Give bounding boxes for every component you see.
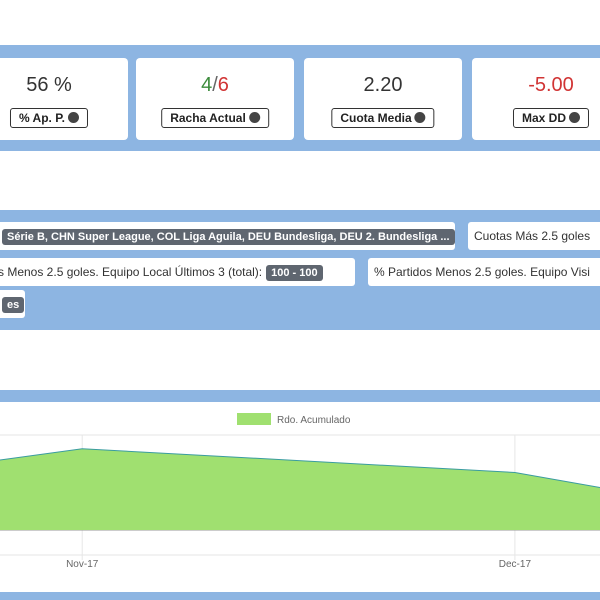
filter-badge: es <box>2 297 25 313</box>
filter-chip[interactable]: es <box>0 290 25 318</box>
filter-chip[interactable]: Cuotas Más 2.5 goles <box>468 222 600 250</box>
stat-card: 56 % % Ap. P. <box>0 58 128 140</box>
stat-card: 4/6 Racha Actual <box>136 58 294 140</box>
x-tick-label: Nov-17 <box>66 559 99 570</box>
stat-value: 4/6 <box>136 74 294 97</box>
filter-chip[interactable]: % Partidos Menos 2.5 goles. Equipo Visi <box>368 258 600 286</box>
stat-label: Max DD <box>521 111 567 125</box>
stat-value: 2.20 <box>363 74 403 96</box>
filter-badge: 100 - 100 <box>266 265 323 281</box>
stat-label: Cuota Media <box>340 111 412 125</box>
stat-value-part: 4 <box>201 74 213 96</box>
line <box>0 448 600 488</box>
chart: Nov-17 Dec-17 Rdo. Acumulado <box>0 402 600 592</box>
stat-card: -5.00 Max DD <box>472 58 600 140</box>
x-tick-label: Dec-17 <box>499 559 532 570</box>
stat-value: 56 % <box>26 74 72 96</box>
info-icon <box>68 112 80 123</box>
info-icon <box>414 112 426 123</box>
stat-value-part: 6 <box>217 74 229 96</box>
stat-value-part: / <box>212 74 218 96</box>
stat-card: 2.20 Cuota Media <box>304 58 462 140</box>
legend-swatch <box>237 413 271 425</box>
info-icon <box>569 112 581 123</box>
stat-button[interactable]: Racha Actual <box>161 108 269 128</box>
filter-text: % Partidos Menos 2.5 goles. Equipo Visi <box>374 265 590 279</box>
stat-button[interactable]: Cuota Media <box>331 108 435 128</box>
stat-value: -5.00 <box>528 74 574 96</box>
filter-chip[interactable]: s Menos 2.5 goles. Equipo Local Últimos … <box>0 258 355 286</box>
filter-text: Cuotas Más 2.5 goles <box>474 229 591 243</box>
stat-label: % Ap. P. <box>18 111 66 125</box>
stat-button[interactable]: Max DD <box>512 108 590 128</box>
info-icon <box>248 112 260 123</box>
filter-chip[interactable]: Série B, CHN Super League, COL Liga Agui… <box>0 222 455 250</box>
stat-label: Racha Actual <box>170 111 246 125</box>
stat-button[interactable]: % Ap. P. <box>9 108 89 128</box>
legend-label: Rdo. Acumulado <box>277 415 351 426</box>
filter-text: s Menos 2.5 goles. Equipo Local Últimos … <box>0 265 263 279</box>
filter-badge: Série B, CHN Super League, COL Liga Agui… <box>2 229 455 245</box>
